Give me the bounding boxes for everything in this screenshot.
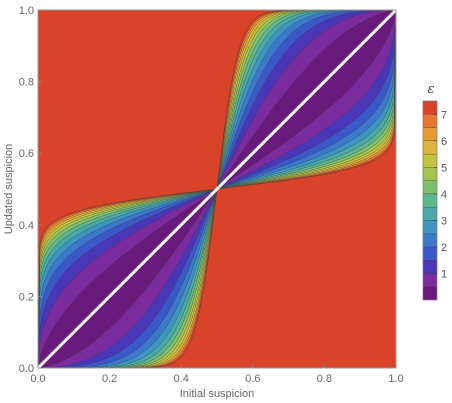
legend-band xyxy=(422,233,438,248)
legend-band xyxy=(422,206,438,221)
legend-band xyxy=(422,246,438,261)
legend-tick-label: 5 xyxy=(441,162,447,174)
diagonal-line xyxy=(36,8,398,370)
legend-band xyxy=(422,140,438,155)
colorbar-legend: ε 1 2 3 4 5 6 7 xyxy=(422,82,447,301)
x-axis-label: Initial suspicion xyxy=(180,388,255,400)
x-tick-label: 1.0 xyxy=(388,373,403,385)
legend-band xyxy=(422,193,438,208)
y-tick-label: 0.0 xyxy=(19,363,34,375)
legend-band xyxy=(422,260,438,274)
legend-tick-label: 2 xyxy=(441,242,447,254)
legend-band xyxy=(422,127,438,141)
y-tick-label: 1.0 xyxy=(19,5,34,17)
legend-band xyxy=(422,100,438,115)
y-tick-label: 0.2 xyxy=(19,291,34,303)
legend-tick-label: 4 xyxy=(441,189,447,201)
legend-bands xyxy=(422,100,438,301)
legend-frame xyxy=(422,100,438,301)
y-axis-label: Updated suspicion xyxy=(3,144,15,235)
legend-tick-label: 7 xyxy=(441,109,447,121)
y-tick-label: 0.8 xyxy=(19,77,34,89)
legend-band xyxy=(422,153,438,168)
legend-tick-label: 3 xyxy=(441,215,447,227)
x-tick-label: 0.8 xyxy=(317,373,332,385)
legend-band xyxy=(422,273,438,287)
legend-ticks: 1 2 3 4 5 6 7 xyxy=(434,109,447,280)
x-tick-label: 0.0 xyxy=(30,373,45,385)
x-axis-ticks: 0.0 0.2 0.4 0.6 0.8 1.0 xyxy=(30,364,404,385)
legend-title: ε xyxy=(428,82,435,97)
legend-band xyxy=(422,220,438,234)
legend-band xyxy=(422,167,438,181)
legend-tick-label: 1 xyxy=(441,268,447,280)
x-tick-label: 0.6 xyxy=(245,373,260,385)
legend-tick-label: 6 xyxy=(441,136,447,148)
legend-band xyxy=(422,286,438,301)
plot-frame xyxy=(37,9,397,369)
y-axis-ticks: 0.0 0.2 0.4 0.6 0.8 1.0 xyxy=(19,5,42,375)
y-tick-label: 0.4 xyxy=(19,220,34,232)
x-tick-label: 0.4 xyxy=(174,373,189,385)
x-tick-label: 0.2 xyxy=(102,373,117,385)
legend-band xyxy=(422,180,438,195)
y-tick-label: 0.6 xyxy=(19,148,34,160)
legend-band xyxy=(422,114,438,128)
